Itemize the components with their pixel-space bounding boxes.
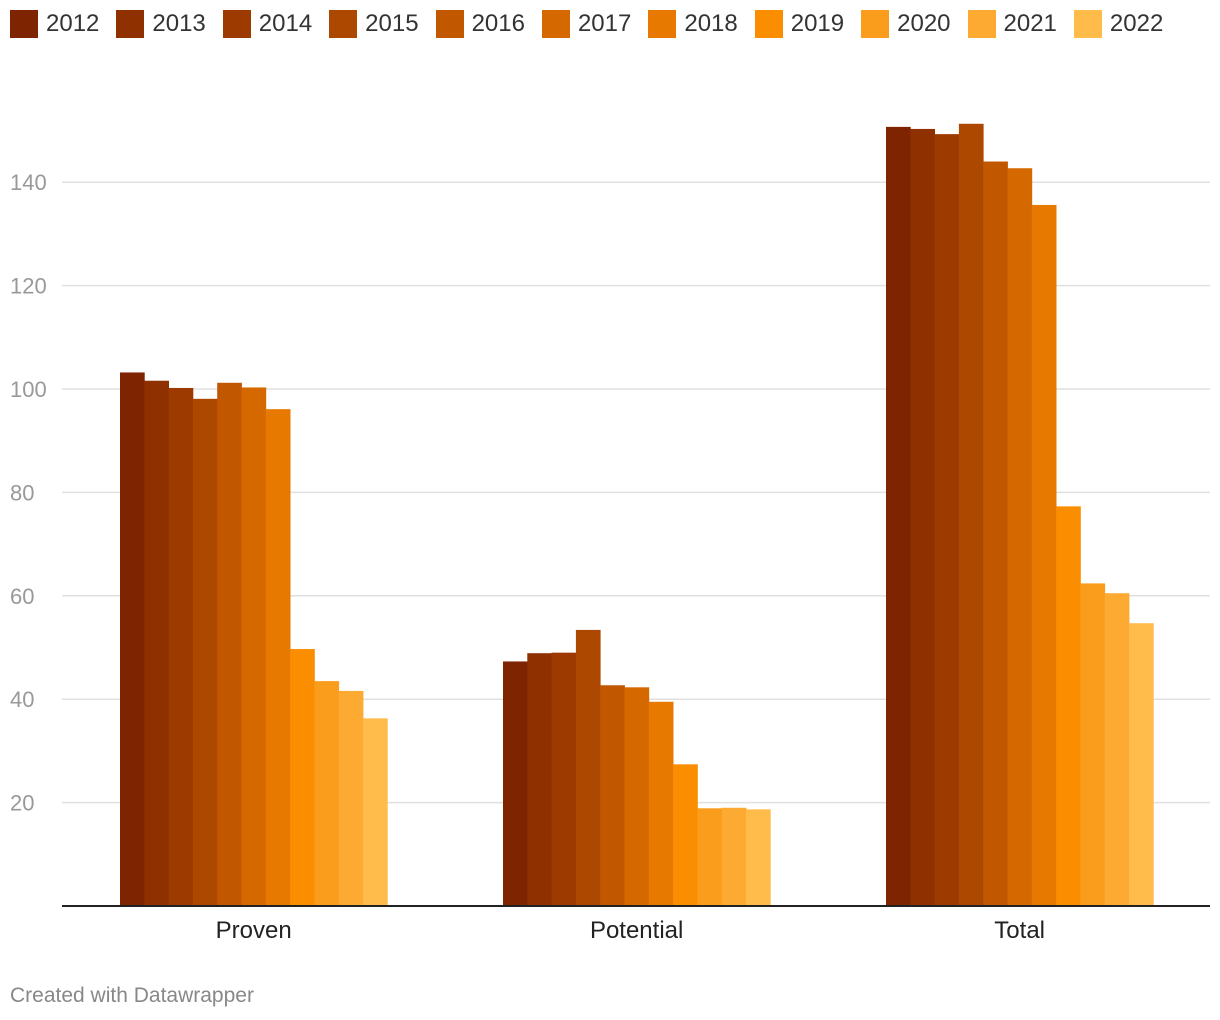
bar bbox=[551, 652, 577, 906]
y-tick-label: 100 bbox=[10, 377, 47, 402]
x-tick-label: Proven bbox=[216, 917, 292, 944]
legend-label: 2015 bbox=[365, 10, 419, 37]
bar bbox=[527, 653, 552, 906]
legend-item: 2021 bbox=[967, 10, 1057, 38]
bar bbox=[910, 128, 935, 907]
y-tick-label: 60 bbox=[10, 584, 34, 609]
bar bbox=[1007, 168, 1033, 907]
legend-label: 2012 bbox=[46, 10, 100, 37]
legend-item: 2015 bbox=[329, 10, 419, 38]
bar bbox=[721, 807, 747, 906]
legend-label: 2019 bbox=[790, 10, 845, 37]
y-tick-label: 140 bbox=[10, 170, 47, 195]
bar bbox=[192, 398, 218, 906]
legend-label: 2013 bbox=[152, 10, 206, 37]
legend-item: 2022 bbox=[1073, 10, 1164, 38]
bar bbox=[314, 681, 340, 906]
legend-item: 2012 bbox=[10, 10, 99, 38]
bar bbox=[290, 649, 315, 906]
y-tick-label: 40 bbox=[10, 687, 34, 712]
bar bbox=[934, 134, 960, 906]
footer-credit: Created with Datawrapper bbox=[10, 984, 254, 1007]
bar bbox=[746, 809, 771, 906]
bar bbox=[983, 161, 1008, 906]
x-tick-label: Potential bbox=[590, 917, 683, 944]
legend-label: 2020 bbox=[897, 10, 951, 37]
legend-item: 2016 bbox=[435, 10, 525, 38]
bar bbox=[648, 701, 674, 906]
bar bbox=[1031, 204, 1057, 906]
bar bbox=[886, 126, 911, 907]
legend-label: 2017 bbox=[577, 10, 632, 37]
legend-swatch bbox=[754, 10, 783, 38]
bar bbox=[144, 380, 169, 906]
legend-item: 2017 bbox=[541, 10, 632, 38]
bar bbox=[338, 690, 364, 906]
y-tick-label: 120 bbox=[10, 274, 47, 299]
bar bbox=[600, 685, 625, 906]
legend-swatch bbox=[10, 10, 38, 38]
bar bbox=[673, 764, 698, 906]
bar bbox=[363, 718, 388, 906]
legend-item: 2013 bbox=[116, 10, 206, 38]
legend-label: 2016 bbox=[471, 10, 525, 37]
legend-label: 2022 bbox=[1109, 10, 1164, 37]
y-tick-label: 20 bbox=[10, 791, 34, 816]
bar bbox=[1104, 593, 1130, 906]
legend-swatch bbox=[1073, 10, 1102, 38]
bar bbox=[1080, 583, 1106, 906]
legend-label: 2021 bbox=[1003, 10, 1057, 37]
legend-swatch bbox=[435, 10, 464, 38]
bar bbox=[168, 387, 194, 906]
bar bbox=[503, 661, 528, 906]
x-tick-label: Total bbox=[994, 917, 1045, 944]
legend-swatch bbox=[222, 10, 251, 38]
legend-item: 2020 bbox=[861, 10, 951, 38]
legend: 2012 2013 2014 2015 2016 2017 2018 2019 2020 2021… bbox=[10, 10, 1180, 38]
bar bbox=[217, 382, 242, 906]
legend-item: 2018 bbox=[648, 10, 738, 38]
legend-label: 2014 bbox=[258, 10, 313, 37]
legend-swatch bbox=[648, 10, 677, 38]
bar bbox=[265, 409, 291, 906]
bar bbox=[575, 629, 601, 906]
bar bbox=[1056, 506, 1081, 906]
legend-swatch bbox=[541, 10, 570, 38]
legend-label: 2018 bbox=[684, 10, 738, 37]
bar bbox=[241, 387, 267, 907]
legend-swatch bbox=[116, 10, 145, 38]
legend-item: 2014 bbox=[222, 10, 313, 38]
y-tick-label: 80 bbox=[10, 480, 34, 505]
bar bbox=[697, 808, 723, 906]
bar bbox=[958, 123, 984, 907]
legend-swatch bbox=[861, 10, 890, 38]
legend-item: 2019 bbox=[754, 10, 845, 38]
bar bbox=[1129, 623, 1154, 906]
bar bbox=[624, 687, 650, 906]
legend-swatch bbox=[329, 10, 358, 38]
bar bbox=[120, 372, 145, 906]
legend-swatch bbox=[967, 10, 996, 38]
